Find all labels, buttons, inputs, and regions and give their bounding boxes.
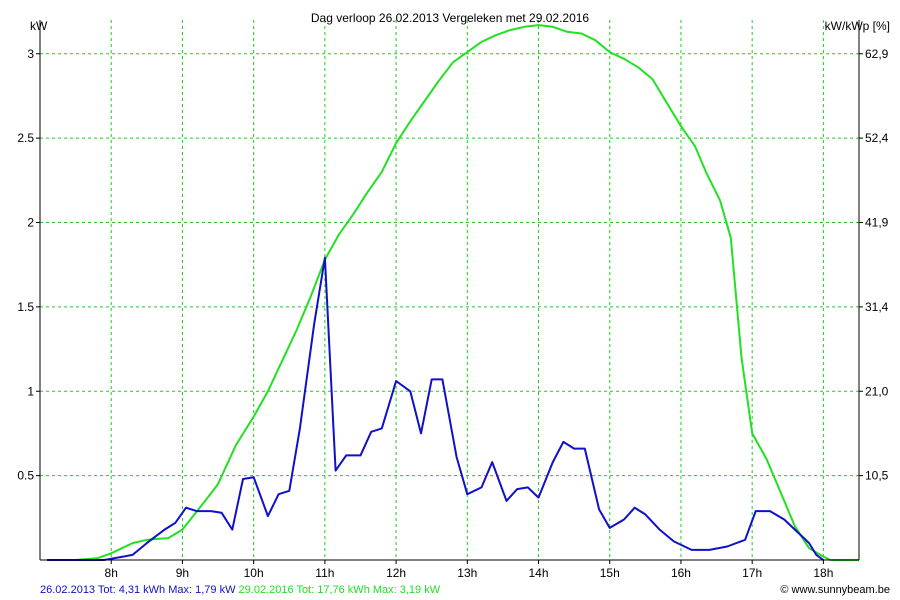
x-tick-label: 15h — [600, 566, 620, 580]
y-tick-label-left: 1.5 — [17, 300, 34, 314]
y-tick-label-right: 41,9 — [865, 216, 889, 230]
y-tick-label-right: 31,4 — [865, 300, 889, 314]
legend-series-2: 29.02.2016 Tot: 17,76 kWh Max: 3,19 kW — [238, 584, 441, 596]
series-line-2 — [47, 24, 859, 561]
x-tick-label: 18h — [813, 566, 833, 580]
y-axis-label-left: kW — [30, 19, 48, 33]
y-tick-label-left: 0.5 — [17, 469, 34, 483]
y-tick-label-left: 3 — [27, 47, 34, 61]
x-tick-label: 8h — [105, 566, 118, 580]
legend-footer: 26.02.2013 Tot: 4,31 kWh Max: 1,79 kW 29… — [40, 584, 440, 596]
x-tick-label: 13h — [457, 566, 477, 580]
x-tick-labels: 8h 9h 10h 11h 12h 13h 14h 15h 16h 17h 18h — [105, 566, 834, 580]
y-axis-label-right: kW/kWp [%] — [824, 19, 890, 33]
y-tick-label-left: 2 — [27, 216, 34, 230]
x-tick-label: 16h — [671, 566, 691, 580]
y-tick-label-left: 2.5 — [17, 131, 34, 145]
chart-title: Dag verloop 26.02.2013 Vergeleken met 29… — [310, 11, 590, 25]
y-tick-labels-left: 0.5 1 1.5 2 2.5 3 — [17, 47, 34, 483]
grid-lines — [40, 20, 859, 560]
series-line-1 — [47, 256, 824, 561]
y-tick-label-right: 10,5 — [865, 469, 889, 483]
y-tick-label-left: 1 — [27, 384, 34, 398]
y-tick-labels-right: 10,5 21,0 31,4 41,9 52,4 62,9 — [865, 47, 889, 483]
axes — [36, 20, 863, 564]
legend-series-1: 26.02.2013 Tot: 4,31 kWh Max: 1,79 kW — [40, 584, 236, 596]
x-tick-label: 10h — [244, 566, 264, 580]
x-tick-label: 9h — [176, 566, 189, 580]
y-tick-label-right: 21,0 — [865, 384, 889, 398]
y-tick-label-right: 62,9 — [865, 47, 889, 61]
x-tick-label: 12h — [386, 566, 406, 580]
series-layer — [47, 24, 859, 561]
x-tick-label: 14h — [529, 566, 549, 580]
copyright: © www.sunnybeam.be — [780, 584, 890, 596]
x-tick-label: 17h — [742, 566, 762, 580]
y-tick-label-right: 52,4 — [865, 131, 889, 145]
x-tick-label: 11h — [315, 566, 334, 580]
